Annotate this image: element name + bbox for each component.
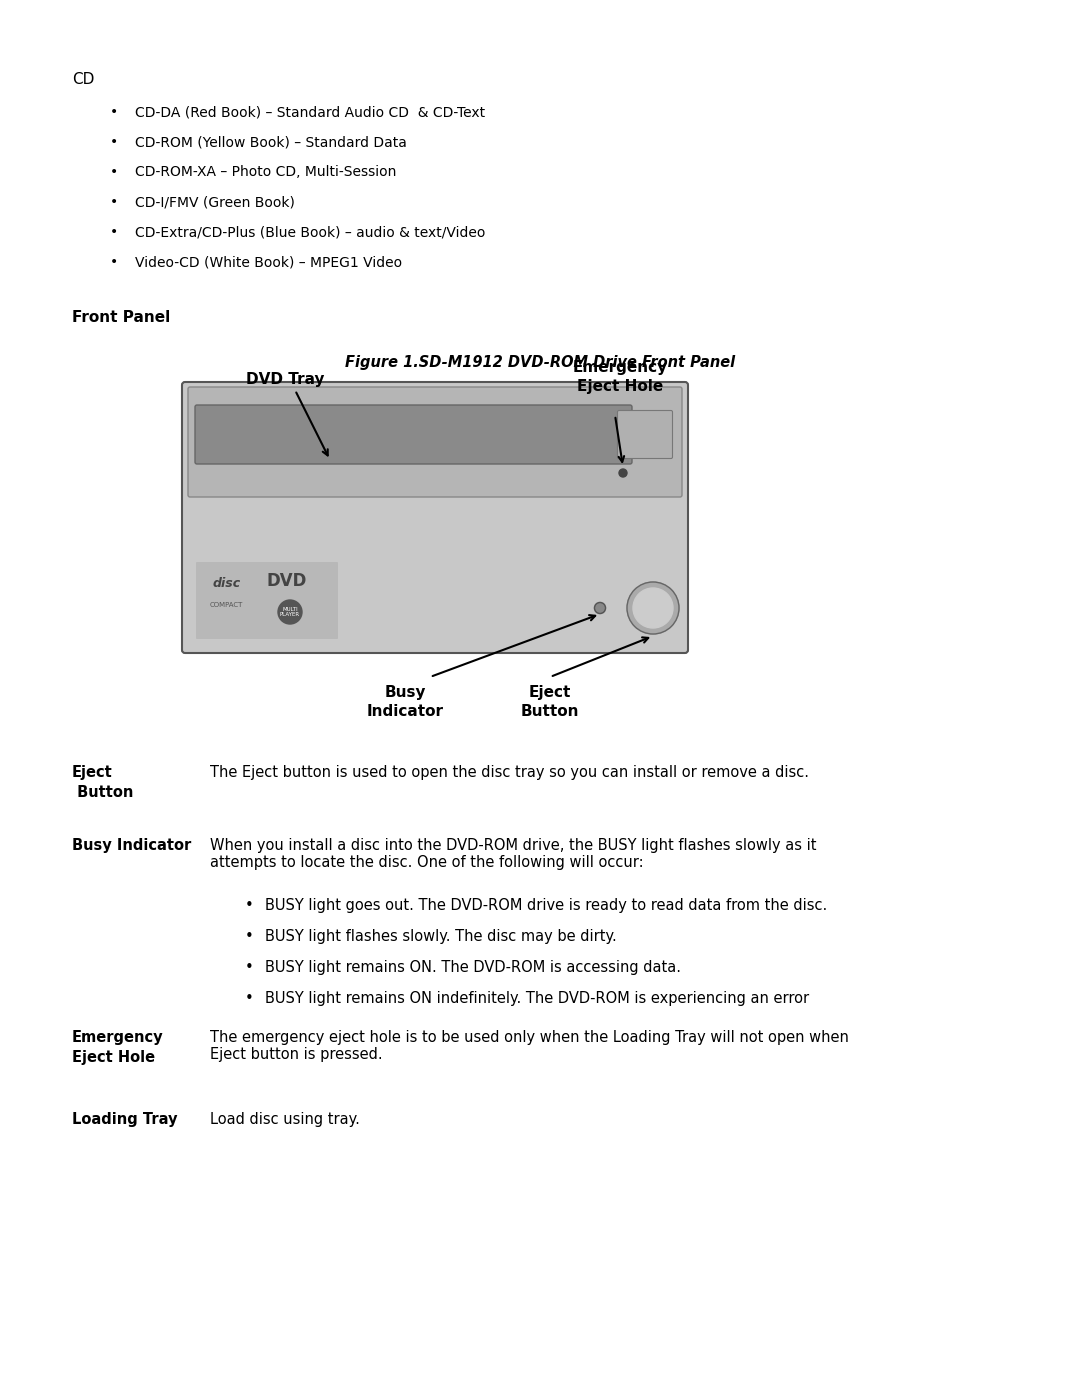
Text: Busy
Indicator: Busy Indicator [366, 685, 444, 718]
Text: •: • [110, 136, 118, 149]
Text: DVD: DVD [267, 571, 308, 590]
Text: •: • [245, 898, 254, 914]
Text: Busy Indicator: Busy Indicator [72, 838, 191, 854]
Text: Figure 1.SD-M1912 DVD-ROM Drive Front Panel: Figure 1.SD-M1912 DVD-ROM Drive Front Pa… [345, 355, 735, 370]
Text: BUSY light goes out. The DVD-ROM drive is ready to read data from the disc.: BUSY light goes out. The DVD-ROM drive i… [265, 898, 827, 914]
Text: CD-I/FMV (Green Book): CD-I/FMV (Green Book) [135, 196, 295, 210]
Text: CD-Extra/CD-Plus (Blue Book) – audio & text/Video: CD-Extra/CD-Plus (Blue Book) – audio & t… [135, 225, 485, 239]
Text: Front Panel: Front Panel [72, 310, 171, 326]
Text: BUSY light remains ON. The DVD-ROM is accessing data.: BUSY light remains ON. The DVD-ROM is ac… [265, 960, 681, 975]
Text: BUSY light remains ON indefinitely. The DVD-ROM is experiencing an error: BUSY light remains ON indefinitely. The … [265, 990, 809, 1006]
Text: CD: CD [72, 73, 94, 87]
FancyBboxPatch shape [195, 405, 632, 464]
Text: •: • [245, 960, 254, 975]
FancyBboxPatch shape [188, 387, 681, 497]
Text: When you install a disc into the DVD-ROM drive, the BUSY light flashes slowly as: When you install a disc into the DVD-ROM… [210, 838, 816, 870]
Text: Loading Tray: Loading Tray [72, 1112, 177, 1127]
Text: CD-ROM-XA – Photo CD, Multi-Session: CD-ROM-XA – Photo CD, Multi-Session [135, 165, 396, 179]
Circle shape [619, 469, 627, 476]
Circle shape [278, 599, 302, 624]
Circle shape [594, 602, 606, 613]
Text: •: • [110, 105, 118, 119]
Text: BUSY light flashes slowly. The disc may be dirty.: BUSY light flashes slowly. The disc may … [265, 929, 617, 944]
Text: Emergency
Eject Hole: Emergency Eject Hole [72, 1030, 164, 1065]
Text: •: • [110, 225, 118, 239]
Text: Emergency
Eject Hole: Emergency Eject Hole [572, 360, 667, 394]
Circle shape [633, 588, 673, 629]
Text: •: • [110, 256, 118, 270]
Circle shape [627, 583, 679, 634]
Text: The emergency eject hole is to be used only when the Loading Tray will not open : The emergency eject hole is to be used o… [210, 1030, 849, 1062]
Text: Video-CD (White Book) – MPEG1 Video: Video-CD (White Book) – MPEG1 Video [135, 256, 402, 270]
FancyBboxPatch shape [183, 381, 688, 652]
Text: CD-DA (Red Book) – Standard Audio CD  & CD-Text: CD-DA (Red Book) – Standard Audio CD & C… [135, 105, 485, 119]
Text: Eject
Button: Eject Button [521, 685, 579, 718]
Text: •: • [245, 929, 254, 944]
Text: The Eject button is used to open the disc tray so you can install or remove a di: The Eject button is used to open the dis… [210, 766, 809, 780]
Text: •: • [110, 196, 118, 210]
Text: •: • [110, 165, 118, 179]
Text: •: • [245, 990, 254, 1006]
Text: Eject
 Button: Eject Button [72, 766, 133, 800]
FancyBboxPatch shape [618, 411, 673, 458]
Text: DVD Tray: DVD Tray [246, 372, 324, 387]
Text: MULTI
PLAYER: MULTI PLAYER [280, 606, 300, 617]
Text: Load disc using tray.: Load disc using tray. [210, 1112, 360, 1127]
Text: CD-ROM (Yellow Book) – Standard Data: CD-ROM (Yellow Book) – Standard Data [135, 136, 407, 149]
Text: COMPACT: COMPACT [210, 602, 243, 608]
Text: disc: disc [213, 577, 241, 590]
FancyBboxPatch shape [195, 562, 338, 638]
